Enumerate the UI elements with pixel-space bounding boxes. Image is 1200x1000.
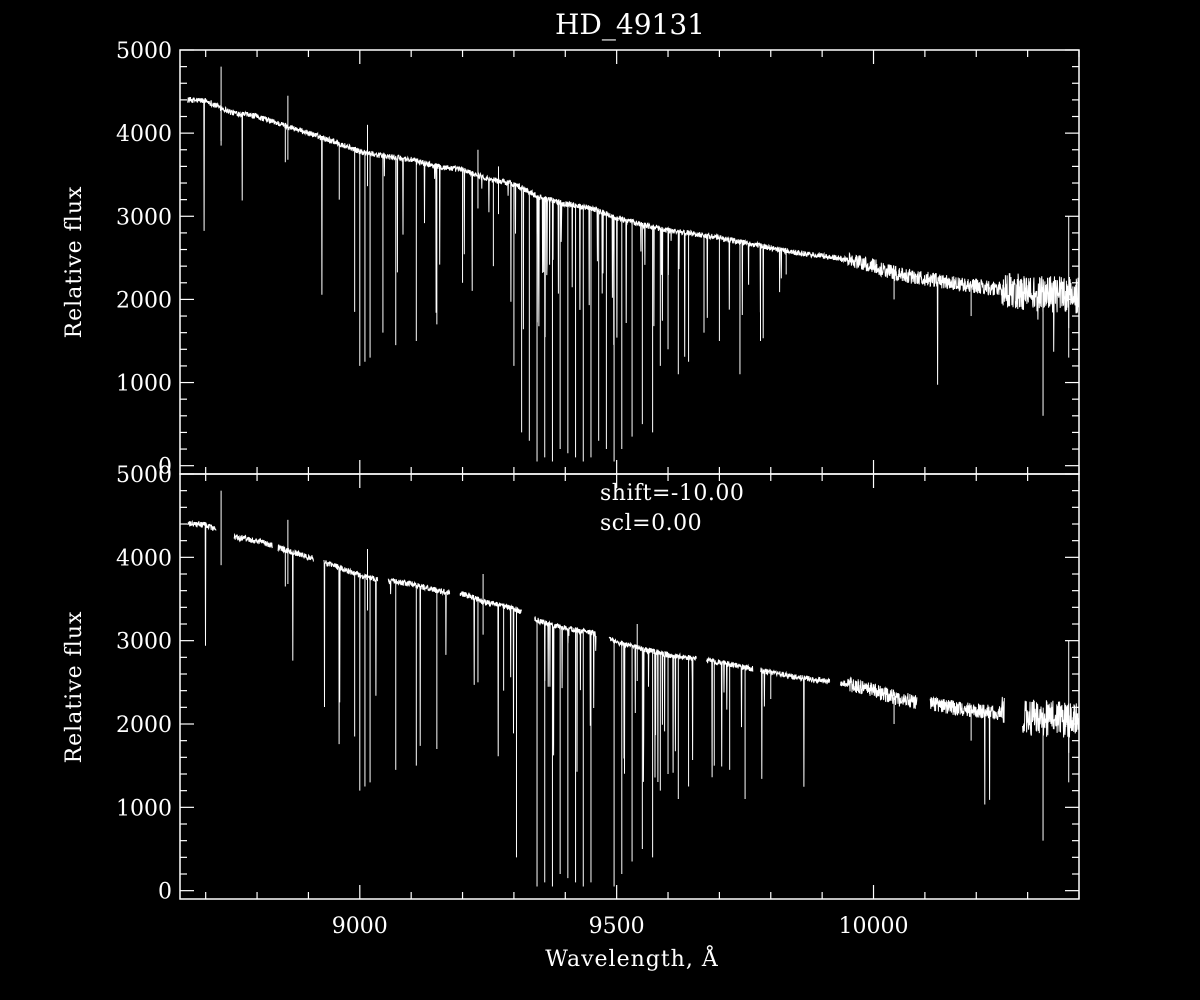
bottom-annotations: shift=-10.00 scl=0.00 <box>600 481 744 536</box>
x-tick-label: 9000 <box>332 914 388 939</box>
spectrum-trace <box>187 97 1080 385</box>
bottom-y-tick-labels: 0 1000 2000 3000 4000 5000 <box>116 463 172 905</box>
y-tick-label: 3000 <box>116 630 172 655</box>
top-panel: 0 1000 2000 3000 4000 5000 Relative flux <box>62 39 1080 480</box>
y-tick-label: 5000 <box>116 463 172 488</box>
top-y-tick-labels: 0 1000 2000 3000 4000 5000 <box>116 39 172 480</box>
y-tick-label: 0 <box>158 455 172 480</box>
x-axis-title: Wavelength, Å <box>545 944 719 972</box>
top-y-axis-title: Relative flux <box>62 186 87 339</box>
y-tick-label: 5000 <box>116 39 172 64</box>
annotation-text: shift=-10.00 <box>600 481 744 506</box>
figure-title: HD_49131 <box>555 8 705 41</box>
y-tick-label: 0 <box>158 880 172 905</box>
y-tick-label: 4000 <box>116 546 172 571</box>
y-tick-label: 3000 <box>116 205 172 230</box>
bottom-plot-frame <box>179 473 1080 900</box>
bottom-panel: 0 1000 2000 3000 4000 5000 9000 9500 10000 shif… <box>62 463 1080 972</box>
annotation-text: scl=0.00 <box>600 511 702 536</box>
y-tick-label: 4000 <box>116 122 172 147</box>
x-tick-label: 10000 <box>839 914 909 939</box>
spectrum-trace <box>187 519 1080 805</box>
bottom-ticks <box>180 473 1080 899</box>
bottom-x-tick-labels: 9000 9500 10000 <box>332 914 909 939</box>
y-tick-label: 1000 <box>116 372 172 397</box>
y-tick-label: 2000 <box>116 713 172 738</box>
bottom-y-axis-title: Relative flux <box>62 611 87 764</box>
top-plot-frame <box>179 49 1080 475</box>
top-spectrum <box>187 66 1080 462</box>
top-ticks <box>180 49 1080 474</box>
y-tick-label: 1000 <box>116 796 172 821</box>
y-tick-label: 2000 <box>116 288 172 313</box>
x-tick-label: 9500 <box>589 914 645 939</box>
bottom-spectrum <box>187 490 1080 887</box>
